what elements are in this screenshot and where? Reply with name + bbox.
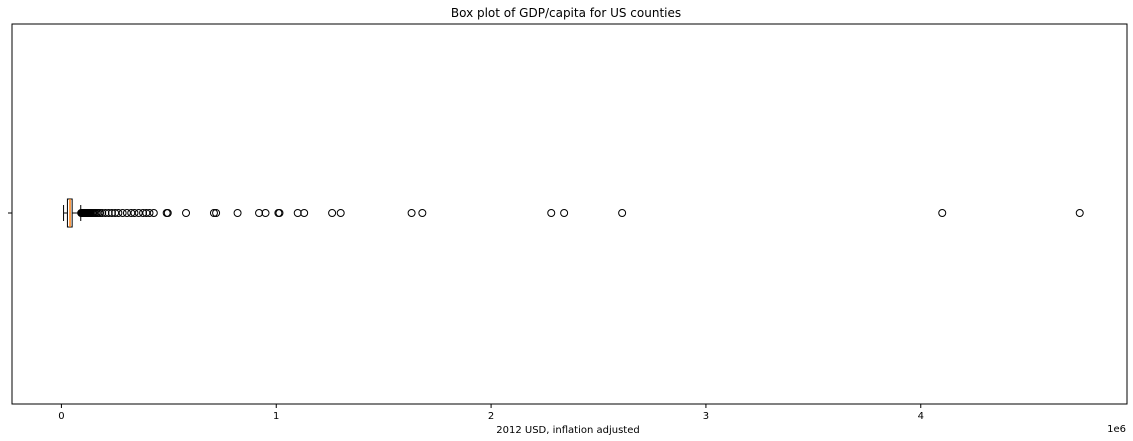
outlier-point: [255, 209, 264, 217]
outlier-point: [145, 209, 154, 217]
outlier-point: [134, 209, 143, 217]
outlier-point: [293, 209, 302, 217]
outlier-point: [328, 209, 337, 217]
outlier-point: [98, 209, 107, 217]
x-axis-ticks: 0 1 2 3 4: [58, 404, 924, 422]
outlier-point: [139, 209, 148, 217]
x-axis-offset-label: 1e6: [1107, 424, 1126, 435]
outlier-point: [127, 209, 136, 217]
outlier-point: [101, 209, 110, 217]
outlier-point: [618, 209, 627, 217]
outlier-point: [261, 209, 270, 217]
outlier-point: [212, 209, 221, 217]
outlier-point: [149, 209, 158, 217]
x-tick-label: 3: [703, 411, 709, 422]
outlier-point: [275, 209, 284, 217]
outlier-point: [300, 209, 309, 217]
outlier-point: [114, 209, 123, 217]
outlier-point: [938, 209, 947, 217]
x-tick-label: 1: [273, 411, 279, 422]
outlier-point: [182, 209, 191, 217]
x-tick-label: 2: [488, 411, 494, 422]
x-axis-label: 2012 USD, inflation adjusted: [496, 425, 639, 436]
outlier-point: [336, 209, 345, 217]
outlier-point: [107, 209, 116, 217]
outlier-point: [118, 209, 127, 217]
outlier-point: [1075, 209, 1084, 217]
outlier-point: [560, 209, 569, 217]
outlier-point: [233, 209, 242, 217]
outlier-point: [104, 209, 113, 217]
outlier-point: [418, 209, 427, 217]
outlier-point: [96, 209, 105, 217]
outlier-point: [122, 209, 131, 217]
x-tick-label: 0: [58, 411, 64, 422]
outlier-point: [111, 209, 120, 217]
x-tick-label: 4: [918, 411, 924, 422]
outlier-point: [163, 209, 172, 217]
outlier-point: [547, 209, 556, 217]
chart-title: Box plot of GDP/capita for US counties: [451, 6, 681, 20]
outlier-point: [130, 209, 139, 217]
chart-marks: [8, 198, 1084, 228]
outlier-point: [407, 209, 416, 217]
outlier-point: [209, 209, 218, 217]
plot-frame: [11, 23, 1128, 405]
outlier-point: [142, 209, 151, 217]
